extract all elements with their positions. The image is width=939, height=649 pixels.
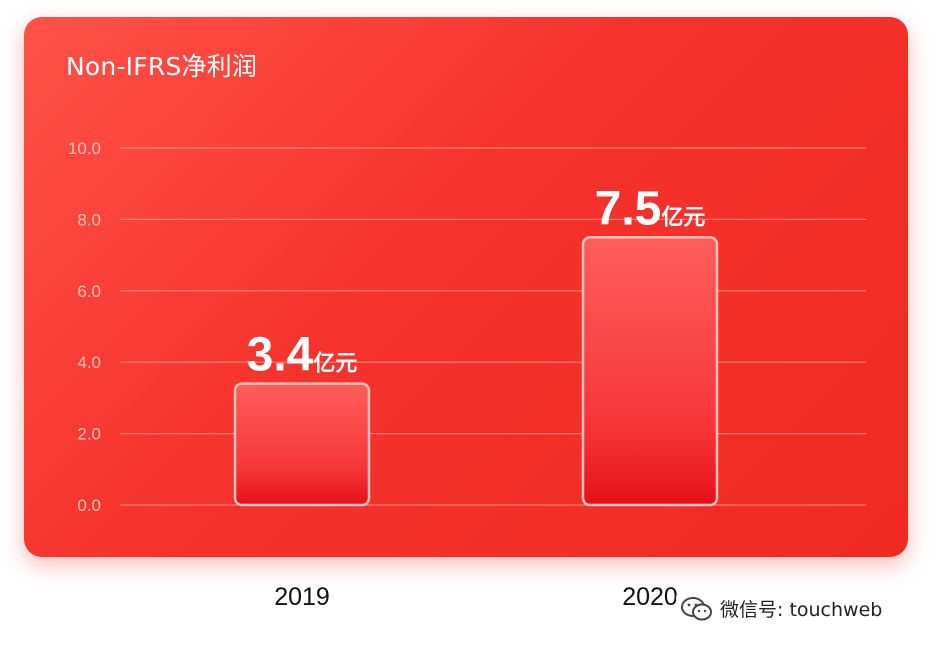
x-tick-label-2020: 2020 [622,583,678,611]
y-tick-label: 10.0 [68,139,101,158]
y-tick-label: 2.0 [77,425,101,444]
chart-title: Non-IFRS净利润 [66,52,258,81]
y-tick-label: 8.0 [77,210,101,229]
y-tick-label: 0.0 [77,496,101,515]
x-tick-label-2019: 2019 [274,583,330,611]
watermark: 微信号: touchweb [676,593,887,624]
data-label-2019: 3.4亿元 [247,329,358,382]
data-label-2020: 7.5亿元 [595,182,706,235]
y-tick-label: 6.0 [77,282,101,301]
chart-card: Non-IFRS净利润 [24,17,908,557]
y-tick-label: 4.0 [77,353,101,372]
wechat-icon [681,596,712,620]
bar-2020 [581,236,719,507]
watermark-text: 微信号: touchweb [720,599,883,621]
bar-2019 [233,382,371,507]
